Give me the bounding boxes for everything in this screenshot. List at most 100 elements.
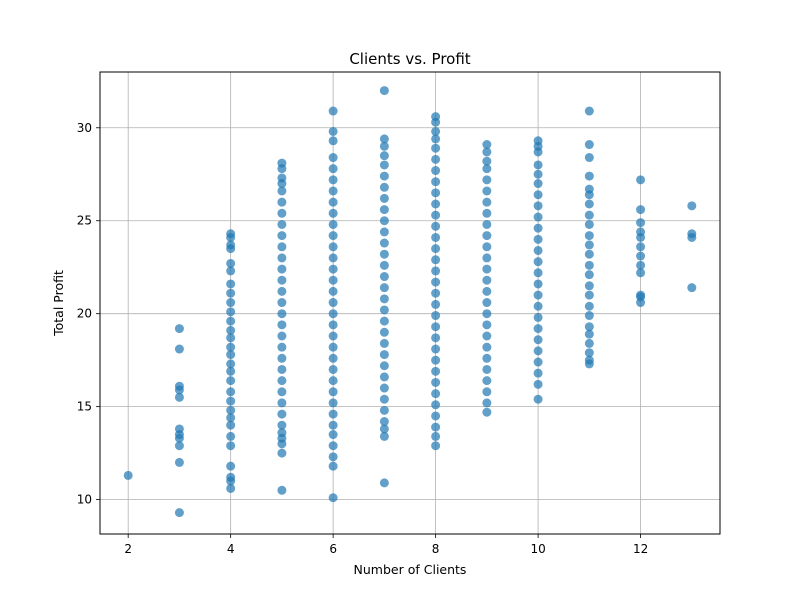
data-point [328,275,338,285]
data-point [431,377,441,387]
data-point [687,283,697,293]
data-point [277,364,287,374]
data-point [533,357,543,367]
y-tick-label: 10 [77,493,92,507]
data-point [533,245,543,255]
data-point [328,208,338,218]
data-point [226,483,236,493]
data-point [328,219,338,229]
data-point [174,457,184,467]
data-point [431,277,441,287]
data-point [328,197,338,207]
data-point [431,166,441,176]
data-point [379,205,389,215]
data-point [328,493,338,503]
data-point [328,286,338,296]
data-point [123,470,133,480]
data-point [636,175,646,185]
data-point [226,359,236,369]
data-point [328,164,338,174]
data-point [533,368,543,378]
data-point [482,231,492,241]
data-point [482,298,492,308]
data-point [482,320,492,330]
data-point [482,147,492,157]
y-tick-label: 15 [77,400,92,414]
data-point [226,258,236,268]
data-point [482,353,492,363]
data-point [533,201,543,211]
data-point [584,270,594,280]
data-point [584,348,594,358]
chart-title: Clients vs. Profit [349,50,470,68]
data-point [636,205,646,215]
data-point [174,508,184,518]
data-point [379,316,389,326]
data-point [431,344,441,354]
data-point [277,376,287,386]
data-point [482,186,492,196]
data-point [379,305,389,315]
data-point [584,106,594,116]
x-tick-label: 6 [329,542,337,556]
data-point [482,156,492,166]
data-point [584,140,594,150]
data-point [379,417,389,427]
data-point [431,299,441,309]
y-axis-title: Total Profit [51,270,66,337]
data-point [379,141,389,151]
data-point [431,411,441,421]
data-point [431,221,441,231]
data-point [482,398,492,408]
data-point [431,134,441,144]
data-point [226,431,236,441]
data-point [584,260,594,270]
data-point [379,338,389,348]
data-point [277,275,287,285]
data-point [226,420,236,430]
data-point [533,312,543,322]
data-point [277,309,287,319]
data-point [226,461,236,471]
data-point [482,253,492,263]
data-point [431,366,441,376]
data-point [584,338,594,348]
data-point [482,331,492,341]
data-point [482,309,492,319]
data-point [328,353,338,363]
data-point [636,260,646,270]
data-point [431,441,441,451]
data-point [328,126,338,136]
data-point [226,396,236,406]
data-point [174,441,184,451]
data-point [482,264,492,274]
data-point [277,242,287,252]
data-point [328,461,338,471]
data-point [328,409,338,419]
scatter-points [123,86,697,518]
data-point [584,355,594,365]
data-point [584,329,594,339]
data-point [482,140,492,150]
data-point [431,199,441,209]
data-point [379,405,389,415]
data-point [328,153,338,163]
data-point [379,134,389,144]
data-point [277,298,287,308]
data-point [379,216,389,226]
x-tick-label: 12 [633,542,648,556]
data-point [328,320,338,330]
data-point [431,154,441,164]
data-point [328,342,338,352]
data-point [431,188,441,198]
data-point [636,218,646,228]
y-axis-ticks: 10 15 20 25 30 [77,121,100,507]
data-point [328,452,338,462]
y-tick-label: 30 [77,121,92,135]
x-tick-label: 2 [124,542,132,556]
data-point [482,175,492,185]
data-point [584,184,594,194]
data-point [328,231,338,241]
data-point [431,333,441,343]
data-point [226,298,236,308]
